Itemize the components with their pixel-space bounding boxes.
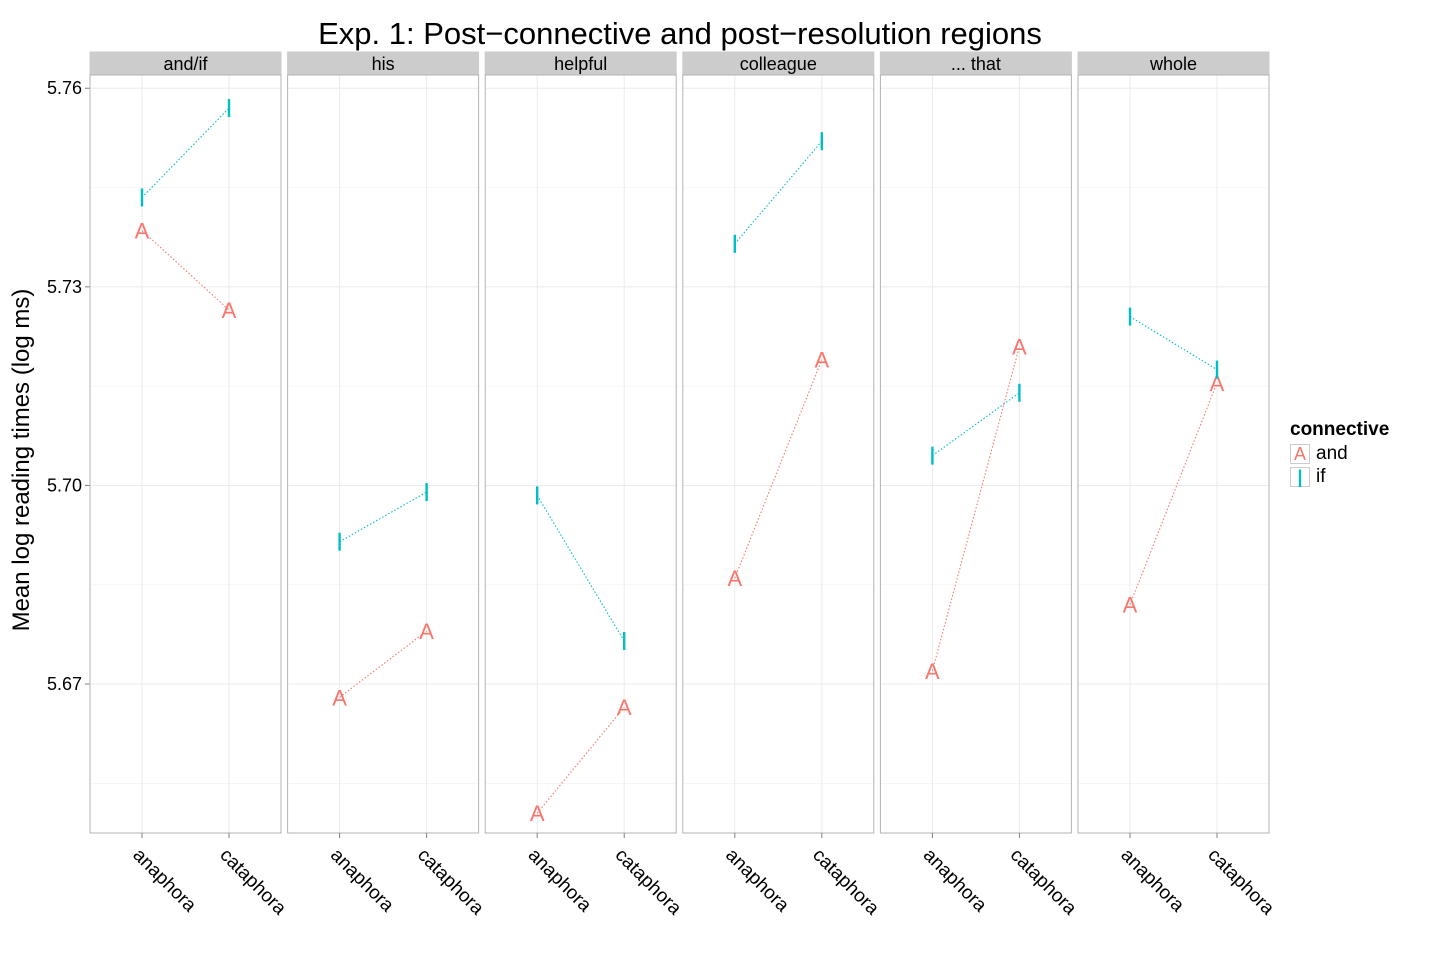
facet-strip-label: ... that: [951, 54, 1001, 74]
x-tick-label: anaphora: [1116, 845, 1188, 917]
data-point-and: A: [814, 348, 829, 373]
x-tick-label: anaphora: [524, 845, 596, 917]
y-tick-label: 5.76: [47, 78, 82, 98]
facet-panel: [90, 75, 281, 833]
x-tick-label: cataphora: [808, 845, 883, 920]
series-line-if: [932, 392, 1020, 457]
x-tick-label: anaphora: [919, 845, 991, 917]
data-point-and: A: [135, 219, 150, 244]
data-point-and: A: [727, 566, 742, 591]
y-tick-label: 5.67: [47, 674, 82, 694]
series-line-if: [339, 491, 427, 543]
legend-item-and: A and: [1290, 442, 1420, 465]
x-tick-label: cataphora: [1203, 845, 1278, 920]
series-line-if: [734, 140, 823, 245]
legend-label-and: and: [1316, 442, 1348, 464]
data-point-and: A: [419, 619, 434, 644]
facet-panel: [287, 75, 479, 833]
facet-panel-border: [484, 74, 677, 834]
series-line-and: [339, 630, 427, 698]
legend: connective A and | if: [1290, 418, 1420, 488]
facet-panel: [880, 75, 1072, 833]
y-tick-label: 5.73: [47, 277, 82, 297]
legend-title: connective: [1290, 419, 1390, 440]
x-tick-label: cataphora: [1006, 845, 1081, 920]
facet-panel: [485, 75, 677, 833]
facet-panel-border: [682, 74, 875, 834]
legend-key-and: A: [1290, 443, 1310, 464]
facet-strip-label: colleague: [740, 54, 817, 74]
data-point-and: A: [1210, 371, 1225, 396]
facet-panel-border: [879, 74, 1072, 834]
x-tick-label: anaphora: [128, 845, 200, 917]
facet-strip-label: helpful: [554, 54, 607, 74]
x-tick-label: cataphora: [611, 845, 686, 920]
series-line-and: [1129, 382, 1218, 605]
y-tick-label: 5.70: [47, 475, 82, 495]
series-line-and: [141, 230, 230, 311]
facet-panel: [682, 75, 874, 833]
data-point-and: A: [222, 298, 237, 323]
x-tick-label: anaphora: [721, 845, 793, 917]
series-line-if: [1129, 316, 1218, 371]
x-tick-label: cataphora: [215, 845, 290, 920]
x-tick-label: cataphora: [413, 845, 488, 920]
legend-item-if: | if: [1290, 465, 1420, 488]
facet-strip-label: and/if: [163, 54, 208, 74]
facet-panel-border: [89, 74, 282, 834]
series-line-if: [536, 495, 625, 642]
chart-title: Exp. 1: Post−connective and post−resolut…: [318, 16, 1042, 51]
data-point-and: A: [530, 801, 545, 826]
legend-key-if: |: [1290, 466, 1310, 487]
data-point-and: A: [617, 695, 632, 720]
data-point-and: A: [332, 685, 347, 710]
data-point-and: A: [1012, 334, 1027, 359]
series-line-and: [734, 359, 823, 579]
facet-strip-label: his: [372, 54, 395, 74]
legend-label-if: if: [1316, 465, 1326, 487]
facet-panel-border: [287, 74, 480, 834]
data-point-and: A: [1123, 593, 1138, 618]
x-tick-label: anaphora: [326, 845, 398, 917]
data-point-and: A: [925, 659, 940, 684]
facet-panel-border: [1077, 74, 1270, 834]
facet-strip-label: whole: [1149, 54, 1197, 74]
facet-panel: [1078, 75, 1269, 833]
